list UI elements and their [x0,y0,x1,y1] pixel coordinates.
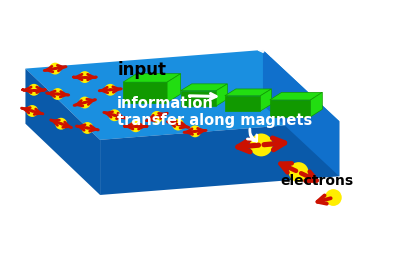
Polygon shape [216,84,227,106]
Polygon shape [262,50,339,176]
Circle shape [49,63,61,75]
Circle shape [79,97,90,108]
Circle shape [108,109,120,121]
Polygon shape [123,82,167,103]
Circle shape [104,84,116,96]
Circle shape [151,111,162,123]
Polygon shape [260,89,271,111]
Polygon shape [25,50,339,140]
Polygon shape [25,68,100,195]
Circle shape [52,88,63,100]
Polygon shape [180,91,216,106]
Polygon shape [269,92,321,100]
Circle shape [79,71,90,83]
Polygon shape [269,100,310,117]
Circle shape [172,119,184,131]
Polygon shape [224,89,271,96]
Polygon shape [310,92,321,117]
Circle shape [81,122,93,134]
Circle shape [324,189,341,206]
Circle shape [26,105,38,117]
Text: input: input [117,61,166,79]
Text: electrons: electrons [279,174,352,188]
Circle shape [249,133,272,156]
Polygon shape [123,74,180,82]
Polygon shape [224,96,260,111]
Text: tantalum: tantalum [216,9,398,116]
Text: information
transfer along magnets: information transfer along magnets [117,96,312,128]
Polygon shape [167,74,180,103]
Polygon shape [100,121,339,195]
Circle shape [130,120,141,132]
Circle shape [189,125,200,137]
Circle shape [28,84,40,96]
Polygon shape [180,84,227,91]
Circle shape [55,118,67,130]
Circle shape [288,162,308,182]
